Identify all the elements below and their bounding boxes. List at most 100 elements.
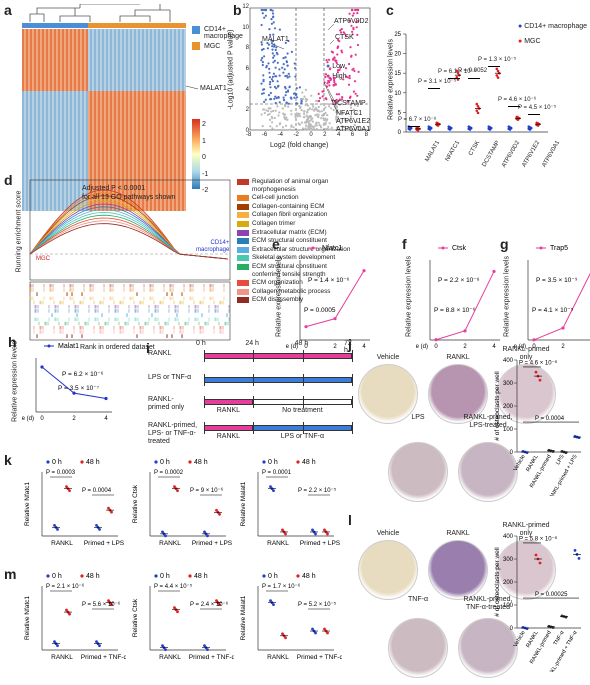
volcano-point (294, 94, 298, 97)
volcano-point (317, 105, 320, 109)
p-value: P = 1.3 × 10⁻⁵ (478, 57, 517, 63)
volcano-point (351, 30, 354, 33)
gsea-legend-swatch (237, 195, 249, 202)
xtick: 4 (104, 416, 108, 422)
volcano-point (340, 51, 344, 54)
p-value-2: P = 5.6 × 10⁻⁶ (82, 601, 121, 608)
gsea-legend-label: Collagen metabolic process (252, 287, 331, 295)
sample-dot (203, 530, 206, 534)
volcano-point (287, 102, 290, 105)
gene-atp6v1e2: ATP6V1E2 (336, 118, 371, 125)
count-point (525, 627, 529, 630)
volcano-point (261, 88, 265, 91)
time-ylabel: Relative expression levels (275, 256, 283, 337)
data-point (492, 269, 496, 274)
volcano-point (263, 100, 266, 103)
panel-c-ylabel: Relative expression levels (387, 39, 395, 120)
volcano-point (303, 116, 306, 119)
volcano-point (353, 123, 356, 127)
volcano-point (350, 55, 353, 58)
sample-dot (173, 485, 176, 488)
volcano-point (318, 99, 321, 103)
count-ylabel: # of osteoclasts per well (494, 371, 501, 441)
volcano-point (275, 75, 278, 78)
time-label: 48 h (294, 340, 309, 347)
volcano-point (344, 75, 348, 78)
volcano-point (260, 59, 263, 62)
ytick: 300 (503, 557, 514, 563)
gene-nfatc1: NFATC1 (336, 110, 363, 117)
xtick: 0 (434, 344, 438, 350)
sample-dot (110, 510, 113, 514)
time-ylabel: Relative expression levels (405, 256, 413, 337)
volcano-point (337, 45, 340, 48)
panel-m-subplot: 0 h 48 h RANKL Primed + TNF-α P = 2.1 × 10⁻⁶… (24, 573, 126, 661)
p-value: P = 6.1 × 10⁻⁸ (438, 69, 477, 75)
volcano-point (283, 68, 286, 71)
scheme-bar-label: RANKL (216, 407, 241, 414)
volcano-point (354, 53, 357, 56)
volcano-point (349, 104, 352, 107)
p-bracket (428, 88, 440, 89)
gsea-legend-label: ECM structural constituent (252, 237, 327, 245)
gsea-legend-item: Collagen metabolic process (237, 288, 357, 296)
volcano-point (303, 95, 306, 98)
volcano-point (270, 78, 273, 81)
gsea-legend-item: Extracellular matrix (ECM) (237, 229, 357, 237)
volcano-point (320, 110, 323, 113)
colorbar-tick: 2 (202, 121, 206, 128)
culture-dish (496, 364, 556, 424)
volcano-point (286, 76, 289, 79)
volcano-point (355, 112, 358, 115)
legend-0h: 0 h (160, 573, 170, 580)
gsea-legend-item: ECM structural constituent (237, 237, 357, 245)
sample-dot (269, 599, 272, 602)
volcano-point (273, 97, 276, 100)
p-value-2: P = 9 × 10⁻⁶ (190, 487, 224, 494)
subplot-ylabel: Relative Nfatc1 (24, 482, 31, 526)
volcano-point (304, 97, 307, 101)
time-tick (204, 350, 205, 362)
volcano-point (271, 48, 274, 51)
volcano-point (331, 51, 335, 54)
volcano-xlabel: Log2 (fold change) (270, 142, 329, 149)
x-category: RANKL (51, 540, 73, 547)
volcano-point (284, 87, 287, 90)
volcano-point (348, 74, 351, 77)
dot-cd14 (468, 128, 472, 131)
volcano-point (269, 91, 272, 95)
volcano-point (306, 111, 309, 114)
volcano-point (311, 103, 314, 106)
volcano-point (262, 108, 265, 111)
p-value: P = 4.6 × 10⁻⁶ (498, 97, 537, 103)
p-value-1: P = 2.1 × 10⁻⁶ (46, 583, 85, 590)
sample-dot (68, 489, 71, 492)
subplot-ylabel: Relative Ctsk (132, 484, 139, 523)
volcano-ylabel: -Log10 (adjusted P value) (227, 29, 235, 110)
volcano-point (310, 94, 313, 97)
sample-dot (203, 644, 206, 648)
ytick: 4 (245, 86, 249, 93)
gsea-xlabel: Rank in ordered dataset (80, 344, 155, 351)
volcano-point (288, 86, 291, 89)
volcano-point (349, 115, 352, 118)
dot-cd14 (528, 128, 532, 131)
dot-mgc (476, 104, 480, 108)
sample-dot (311, 528, 314, 532)
xtick: -8 (246, 132, 252, 138)
count-point (551, 450, 555, 453)
volcano-point (271, 127, 274, 130)
volcano-point (343, 32, 346, 35)
p-bracket (408, 126, 420, 127)
p-value-2: P = 1.4 × 10⁻⁶ (308, 277, 350, 284)
time-tick (204, 374, 205, 386)
volcano-point (262, 74, 265, 77)
volcano-point (326, 118, 329, 121)
ytick: 100 (503, 427, 514, 433)
panel-c-legend: ● CD14+ macrophage ● MGC (518, 23, 588, 45)
ytick: 200 (503, 404, 514, 410)
volcano-point (285, 91, 288, 94)
volcano-point (335, 116, 338, 119)
count-point (551, 626, 555, 629)
panel-b-volcano (249, 7, 371, 132)
